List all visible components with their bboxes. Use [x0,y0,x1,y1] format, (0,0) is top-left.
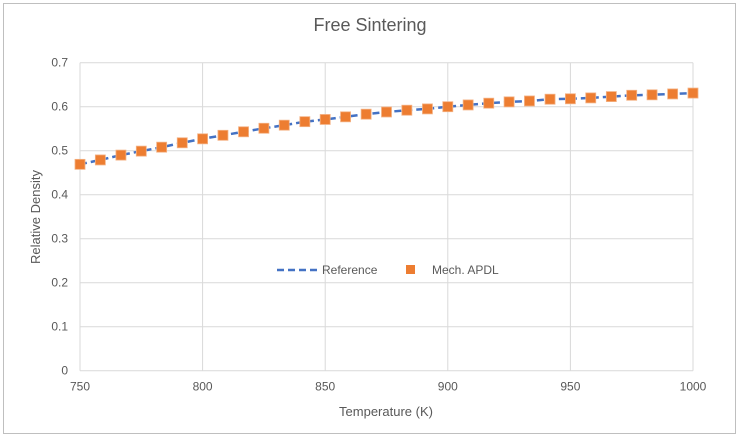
data-point-mech-apdl [340,111,351,123]
data-point-mech-apdl [544,93,556,105]
data-point-mech-apdl [258,122,270,134]
legend-mech-apdl-swatch [406,265,415,274]
data-point-mech-apdl [503,96,515,108]
x-tick-label: 1000 [680,380,707,394]
x-axis-label: Temperature (K) [339,404,433,419]
data-point-mech-apdl [197,133,209,145]
y-tick-label: 0.5 [51,144,68,158]
y-tick-label: 0.3 [51,232,68,246]
data-point-mech-apdl [687,87,699,99]
data-point-mech-apdl [238,126,249,138]
y-tick-label: 0 [61,364,68,378]
data-point-mech-apdl [74,158,86,170]
y-tick-label: 0.7 [51,56,68,70]
x-tick-label: 800 [193,380,213,394]
data-point-mech-apdl [667,88,679,100]
data-point-mech-apdl [626,89,638,101]
data-point-mech-apdl [381,106,392,118]
data-point-mech-apdl [360,108,372,120]
x-tick-label: 850 [315,380,335,394]
data-point-mech-apdl [462,99,474,111]
data-point-mech-apdl [401,104,413,116]
data-point-mech-apdl [646,89,658,101]
data-point-mech-apdl [115,149,127,161]
data-point-mech-apdl [299,116,311,128]
data-point-mech-apdl [135,145,147,157]
x-tick-label: 750 [70,380,90,394]
data-point-mech-apdl [565,93,576,105]
data-point-mech-apdl [442,101,454,113]
data-point-mech-apdl [176,137,188,149]
legend-mech-apdl-label: Mech. APDL [432,263,499,277]
data-point-mech-apdl [217,129,229,141]
y-tick-label: 0.2 [51,276,68,290]
data-point-mech-apdl [94,154,106,166]
legend-reference-label: Reference [322,263,378,277]
chart-title: Free Sintering [313,15,426,35]
y-tick-label: 0.4 [51,188,68,202]
series-mech-apdl-markers [74,87,699,170]
gridlines [79,62,694,372]
chart-frame [3,3,736,434]
data-point-mech-apdl [585,92,597,104]
series-reference-line [79,91,694,166]
tick-labels: 0 0.1 0.2 0.3 0.4 0.5 0.6 0.7 750 800 850 900 950 100… [51,56,706,394]
x-tick-label: 900 [438,380,458,394]
data-point-mech-apdl [278,119,290,131]
data-point-mech-apdl [156,141,168,153]
y-axis-label: Relative Density [28,170,43,264]
x-tick-label: 950 [560,380,580,394]
data-point-mech-apdl [319,114,331,125]
data-point-mech-apdl [524,95,535,107]
data-point-mech-apdl [422,103,433,115]
y-tick-label: 0.1 [51,320,68,334]
data-point-mech-apdl [605,91,617,102]
legend: Reference Mech. APDL [277,263,499,277]
y-tick-label: 0.6 [51,100,68,114]
data-point-mech-apdl [483,97,495,109]
